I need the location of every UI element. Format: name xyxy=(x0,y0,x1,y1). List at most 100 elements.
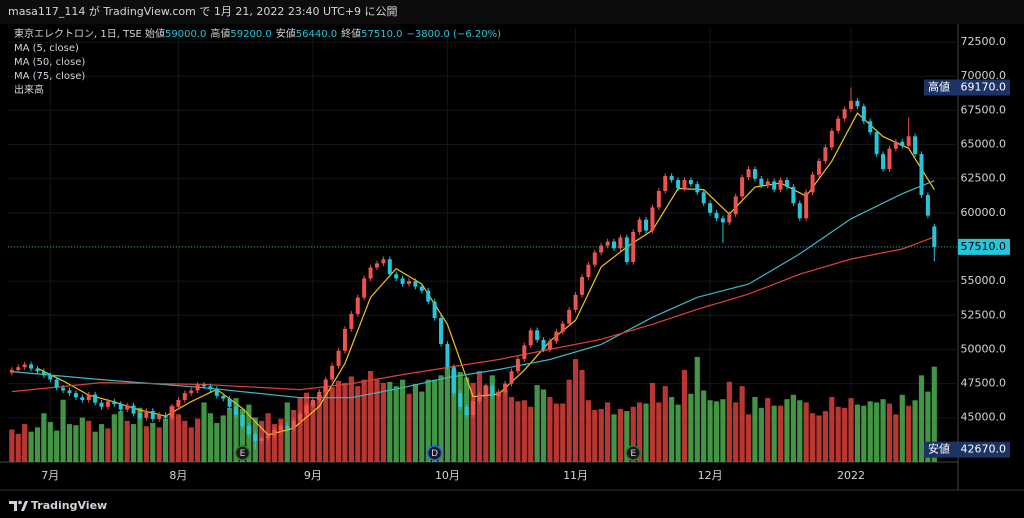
candle-body xyxy=(195,384,200,391)
volume-bar xyxy=(470,382,476,462)
candle-body xyxy=(445,343,450,368)
candle-body xyxy=(573,294,578,310)
candle-body xyxy=(407,281,412,284)
volume-bar xyxy=(400,379,406,462)
volume-bar xyxy=(329,387,335,462)
volume-bar xyxy=(726,381,732,462)
volume-bar xyxy=(214,423,220,462)
candle-body xyxy=(221,395,226,399)
volume-bar xyxy=(271,424,278,462)
candle-body xyxy=(157,415,162,420)
y-tick-label: 55000.0 xyxy=(961,274,1007,287)
y-tick-label: 60000.0 xyxy=(961,206,1007,219)
candle-body xyxy=(253,434,258,441)
ohlc-value: 59200.0 xyxy=(230,29,272,40)
volume-bar xyxy=(848,398,854,462)
volume-bar xyxy=(54,430,60,462)
volume-bar xyxy=(156,427,162,462)
volume-bar xyxy=(521,400,527,462)
volume-bar xyxy=(425,379,431,462)
volume-bar xyxy=(233,398,239,462)
volume-bar xyxy=(432,379,438,462)
volume-bar xyxy=(66,424,73,462)
volume-bar xyxy=(137,407,143,462)
volume-bar xyxy=(150,423,156,462)
volume-bar xyxy=(175,414,181,462)
candle-body xyxy=(477,394,482,402)
volume-bar xyxy=(816,415,822,462)
y-tick-label: 65000.0 xyxy=(961,138,1007,151)
candle-body xyxy=(246,425,251,435)
volume-bar xyxy=(60,399,66,462)
volume-bar xyxy=(316,394,322,462)
publisher: masa117_114 が TradingView.com で 1月 21, 2… xyxy=(8,4,398,18)
candle-body xyxy=(810,174,815,193)
candle-body xyxy=(759,178,764,186)
volume-bar xyxy=(118,411,124,462)
candle-body xyxy=(586,264,591,278)
volume-bar xyxy=(771,405,777,462)
volume-bar xyxy=(803,402,809,462)
candle-body xyxy=(547,341,552,350)
candle-body xyxy=(387,259,392,275)
candle-body xyxy=(163,415,168,418)
candle-body xyxy=(362,278,367,298)
candle-body xyxy=(144,410,149,418)
y-tick-label: 45000.0 xyxy=(961,411,1007,424)
volume-bar xyxy=(745,414,752,462)
candle-body xyxy=(887,148,892,170)
volume-bar xyxy=(438,375,444,462)
price-marker-box xyxy=(924,441,1010,458)
candle-body xyxy=(932,226,937,247)
volume-bar xyxy=(829,397,835,462)
volume-bar xyxy=(765,398,771,462)
candle-body xyxy=(131,405,136,414)
candle-body xyxy=(298,413,303,421)
candle-body xyxy=(861,106,866,122)
y-tick-label: 62500.0 xyxy=(961,172,1007,185)
volume-bar xyxy=(918,375,925,462)
moving-average xyxy=(11,180,935,399)
candle-body xyxy=(656,190,661,208)
ohlc-value: 57510.0 xyxy=(361,29,403,40)
volume-bar xyxy=(752,397,758,462)
candle-body xyxy=(688,180,693,185)
candle-body xyxy=(624,237,629,263)
candle-body xyxy=(746,169,751,178)
candle-body xyxy=(599,245,604,253)
candle-body xyxy=(804,192,809,219)
candle-body xyxy=(16,367,21,370)
x-tick-label: 7月 xyxy=(41,469,59,482)
volume-bar xyxy=(701,390,707,462)
candle-body xyxy=(9,369,14,373)
candle-body xyxy=(695,184,700,193)
symbol-row: 東京エレクトロン, 1日, TSE 始値59000.0 高値59200.0 安値56… xyxy=(14,28,505,42)
candle-body xyxy=(150,410,155,420)
candle-body xyxy=(291,420,296,429)
volume-bar xyxy=(899,394,905,462)
volume-bar xyxy=(874,402,880,462)
x-tick-label: 11月 xyxy=(563,469,588,482)
volume-bar xyxy=(342,382,348,462)
candle-body xyxy=(881,154,886,170)
candle-body xyxy=(554,331,559,342)
y-tick-label: 52500.0 xyxy=(961,308,1007,321)
price-marker-box xyxy=(958,238,1010,255)
volume-bar xyxy=(739,386,745,462)
volume-bar xyxy=(912,400,918,462)
volume-bar xyxy=(566,379,572,462)
volume-bar xyxy=(784,399,790,462)
candle-body xyxy=(330,365,335,380)
candle-body xyxy=(483,386,488,395)
volume-bar xyxy=(579,369,585,462)
volume-bar xyxy=(604,402,611,462)
candle-body xyxy=(35,368,40,372)
candle-body xyxy=(509,371,514,384)
volume-bar xyxy=(9,429,15,462)
candle-body xyxy=(29,364,34,369)
candle-body xyxy=(752,169,757,179)
candle-body xyxy=(900,141,905,146)
volume-bar xyxy=(694,356,700,462)
candle-body xyxy=(227,398,232,407)
